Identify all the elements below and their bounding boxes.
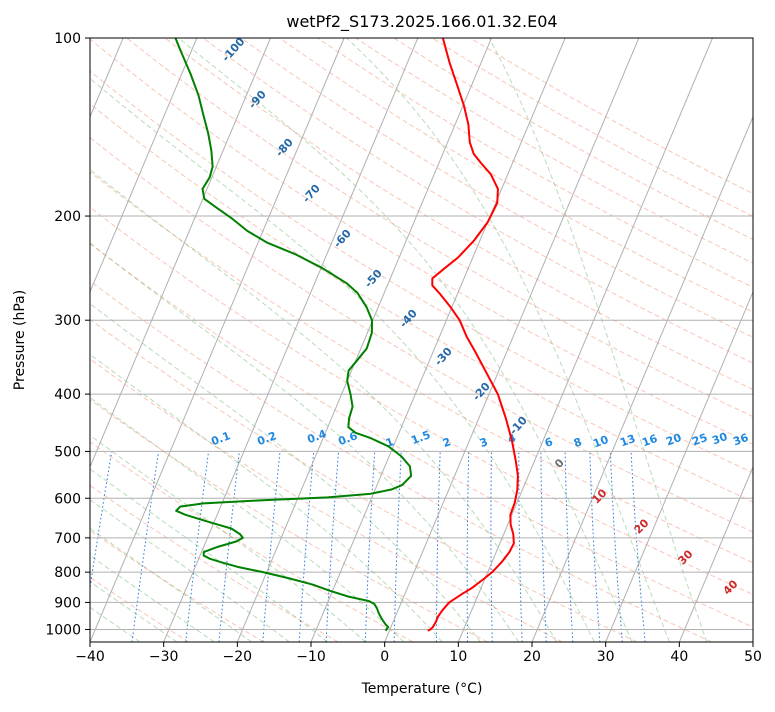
y-axis-label: Pressure (hPa)	[12, 290, 28, 390]
y-tick-label: 700	[54, 531, 81, 547]
y-tick-label: 500	[54, 444, 81, 460]
y-tick-label: 1000	[45, 622, 81, 638]
mixing-ratio-label: 0.1	[209, 429, 232, 448]
mixing-ratio-label: 10	[591, 433, 610, 451]
isotherm-line	[384, 38, 640, 642]
mixing-ratio-label: 0.2	[255, 429, 278, 448]
mixing-ratio-label: 6	[543, 435, 555, 450]
mixing-ratio-label: 25	[690, 431, 709, 448]
profile-series	[174, 38, 519, 632]
mixing-ratio-label: 0.4	[305, 427, 328, 446]
mixing-ratio-label: 2	[441, 435, 453, 450]
moist-adiabat-line	[90, 554, 215, 642]
dry-adiabat-line	[279, 38, 753, 313]
isotherm-line	[163, 38, 419, 642]
mixing-ratio-label: 1.5	[409, 428, 432, 447]
dry-adiabat-line	[90, 103, 753, 503]
x-tick-label: 50	[744, 649, 762, 665]
x-tick-label: 40	[670, 649, 688, 665]
dry-adiabat-line	[90, 136, 753, 533]
moist-adiabat-line	[90, 242, 520, 642]
dry-adiabat-line	[317, 38, 753, 288]
moist-adiabat-line	[90, 527, 252, 642]
mixing-ratio-label: 30	[710, 430, 729, 448]
y-tick-label: 900	[54, 595, 81, 611]
dry-adiabat-line	[90, 399, 488, 642]
mixing-ratio-label: 8	[572, 435, 584, 450]
isotherm-line	[90, 38, 345, 642]
mixing-ratio-label: 13	[618, 432, 637, 449]
dry-adiabat-line	[90, 280, 712, 642]
mixing-ratio-line	[185, 451, 210, 642]
isotherm-line	[310, 38, 566, 642]
x-tick-label: −10	[296, 649, 326, 665]
mixing-ratio-label: 3	[478, 435, 490, 450]
y-axis-ticks: 100 200 300 400 500 600 700 800 900 1000	[45, 31, 90, 638]
x-tick-label: 0	[380, 649, 389, 665]
y-tick-label: 400	[54, 387, 81, 403]
dry-adiabats	[90, 38, 753, 642]
isotherm-line	[90, 38, 198, 294]
y-tick-label: 200	[54, 209, 81, 225]
dewpoint-line	[174, 38, 413, 632]
mixing-ratio-line	[90, 451, 113, 591]
moist-adiabat-line	[90, 77, 595, 642]
y-tick-label: 300	[54, 313, 81, 329]
moist-adiabat-line	[90, 581, 178, 642]
isotherm-line	[678, 465, 753, 642]
mixing-ratio-label: 16	[640, 432, 659, 450]
x-tick-label: −30	[149, 649, 179, 665]
x-tick-label: −40	[75, 649, 105, 665]
mixing-ratio-label: 0.6	[336, 429, 359, 448]
dry-adiabat-line	[90, 358, 563, 642]
isotherm-line	[236, 38, 492, 642]
chart-title: wetPf2_S173.2025.166.01.32.E04	[286, 12, 557, 32]
dry-adiabat-line	[90, 318, 638, 642]
x-tick-label: 10	[449, 649, 467, 665]
mixing-ratio-label: 36	[731, 431, 750, 449]
moist-adiabat-line	[90, 434, 366, 642]
mixing-ratio-label: 1	[384, 435, 396, 450]
x-tick-label: 20	[523, 649, 541, 665]
dry-adiabat-line	[90, 206, 753, 596]
dry-adiabat-line	[240, 38, 753, 338]
mixing-ratio-label: 20	[664, 431, 683, 449]
dry-adiabat-line	[90, 242, 753, 628]
moist-adiabat-line	[90, 468, 328, 642]
dry-adiabat-line	[90, 529, 264, 642]
moist-adiabat-line	[90, 168, 558, 642]
temperature-line	[427, 38, 519, 632]
dry-adiabat-line	[202, 38, 753, 364]
plot-area: -100-90-80-70-60-50-40-30-20-10010203040…	[90, 38, 753, 642]
isotherms	[90, 38, 753, 642]
x-axis-ticks: −40 −30 −20 −10 0 10 20 30 40 50	[75, 642, 762, 665]
y-tick-label: 100	[54, 31, 81, 47]
isotherm-line	[90, 38, 271, 469]
plot-frame	[89, 37, 754, 643]
x-tick-label: 30	[597, 649, 615, 665]
isotherm-line	[605, 290, 753, 642]
isotherm-line	[457, 38, 713, 642]
x-tick-label: −20	[223, 649, 253, 665]
moist-adiabat-line	[178, 38, 633, 642]
x-axis-label: Temperature (°C)	[361, 681, 483, 697]
mixing-ratio-line	[218, 451, 240, 642]
isobars	[90, 38, 753, 630]
y-tick-label: 800	[54, 565, 81, 581]
moist-adiabat-line	[488, 38, 708, 642]
isotherm-line	[531, 115, 753, 642]
dry-adiabat-line	[90, 38, 753, 445]
moist-adiabat-line	[346, 38, 670, 642]
y-tick-label: 600	[54, 491, 81, 507]
dry-adiabat-line	[90, 70, 753, 474]
dry-adiabat-line	[90, 484, 339, 642]
